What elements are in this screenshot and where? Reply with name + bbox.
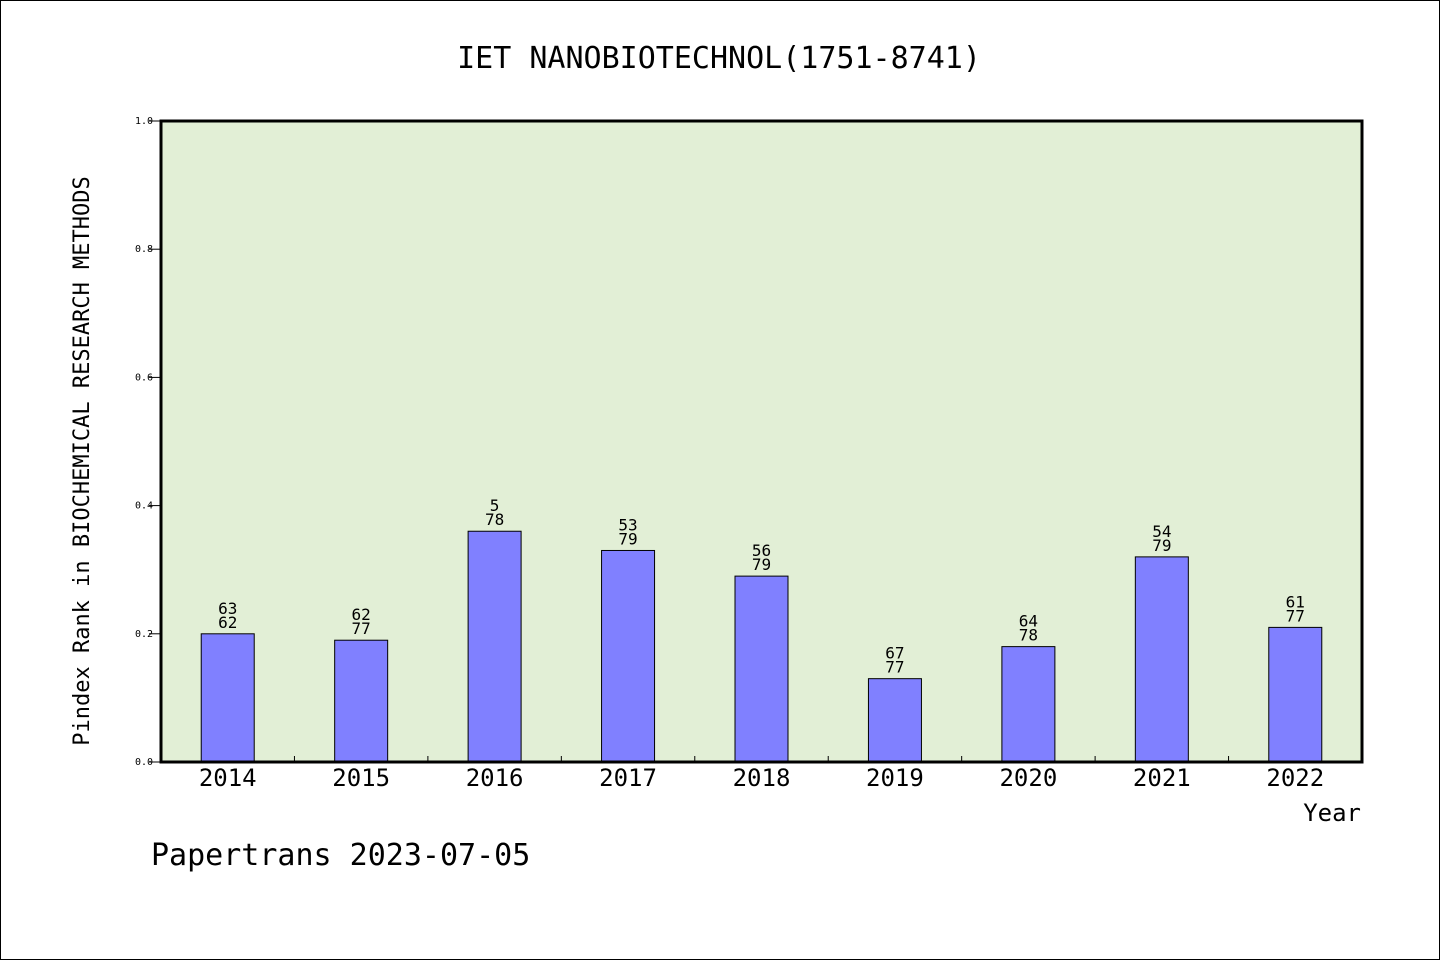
bar-2019 bbox=[867, 678, 922, 763]
x-tick-label-2016: 2016 bbox=[466, 764, 524, 792]
y-tick-label-2: 0.4 bbox=[135, 501, 153, 512]
bar-2018 bbox=[734, 575, 789, 763]
x-axis-ticks: 2014 2015 2016 2017 2018 2019 2020 2021 2022 bbox=[199, 756, 1324, 792]
bar-label-total-2021: 79 bbox=[1152, 536, 1171, 555]
bar-label-rank-2018: 56 bbox=[752, 541, 771, 560]
bar-2021 bbox=[1134, 556, 1189, 763]
bar-label-total-2017: 79 bbox=[618, 529, 637, 548]
y-tick-label-5: 1.0 bbox=[135, 116, 153, 127]
bar-2014 bbox=[200, 633, 255, 763]
y-axis-ticks: 0.0 0.2 0.4 0.6 0.8 1.0 bbox=[135, 116, 161, 768]
bar-label-total-2019: 77 bbox=[885, 658, 904, 677]
bar-label-rank-2019: 67 bbox=[885, 644, 904, 663]
bar-label-rank-2020: 64 bbox=[1019, 612, 1038, 631]
bar-label-rank-2021: 54 bbox=[1152, 522, 1171, 541]
chart-title: IET NANOBIOTECHNOL(1751-8741) bbox=[457, 41, 981, 76]
bar-2016 bbox=[467, 530, 522, 763]
x-tick-label-2022: 2022 bbox=[1266, 764, 1324, 792]
bar-label-total-2018: 79 bbox=[752, 555, 771, 574]
y-axis-label: Pindex Rank in BIOCHEMICAL RESEARCH METH… bbox=[70, 176, 95, 746]
bar-2015 bbox=[334, 639, 389, 763]
y-tick-label-4: 0.8 bbox=[135, 244, 153, 255]
bar-label-rank-2016: 5 bbox=[490, 496, 500, 515]
plot-border bbox=[159, 119, 1364, 764]
x-tick-label-2014: 2014 bbox=[199, 764, 257, 792]
bar-2022 bbox=[1268, 626, 1323, 763]
footer-watermark: Papertrans 2023-07-05 bbox=[151, 838, 530, 873]
bar-label-total-2015: 77 bbox=[352, 619, 371, 638]
y-tick-label-0: 0.0 bbox=[135, 757, 153, 768]
bar-label-rank-2022: 61 bbox=[1286, 592, 1305, 611]
x-axis-label: Year bbox=[1303, 799, 1361, 827]
x-tick-label-2017: 2017 bbox=[599, 764, 657, 792]
bar-label-total-2022: 77 bbox=[1286, 606, 1305, 625]
bar-label-total-2016: 78 bbox=[485, 510, 504, 529]
bars bbox=[200, 530, 1323, 763]
x-tick-label-2020: 2020 bbox=[999, 764, 1057, 792]
x-tick-label-2021: 2021 bbox=[1133, 764, 1191, 792]
bar-label-total-2014: 62 bbox=[218, 613, 237, 632]
x-tick-label-2019: 2019 bbox=[866, 764, 924, 792]
bar-2020 bbox=[1001, 646, 1056, 763]
bar-label-rank-2017: 53 bbox=[618, 515, 637, 534]
x-tick-label-2018: 2018 bbox=[733, 764, 791, 792]
bar-label-rank-2015: 62 bbox=[352, 605, 371, 624]
y-tick-label-3: 0.6 bbox=[135, 372, 153, 383]
y-tick-label-1: 0.2 bbox=[135, 629, 153, 640]
bar-label-total-2020: 78 bbox=[1019, 626, 1038, 645]
x-tick-label-2015: 2015 bbox=[332, 764, 390, 792]
bar-label-rank-2014: 63 bbox=[218, 599, 237, 618]
bar-2017 bbox=[601, 549, 656, 763]
